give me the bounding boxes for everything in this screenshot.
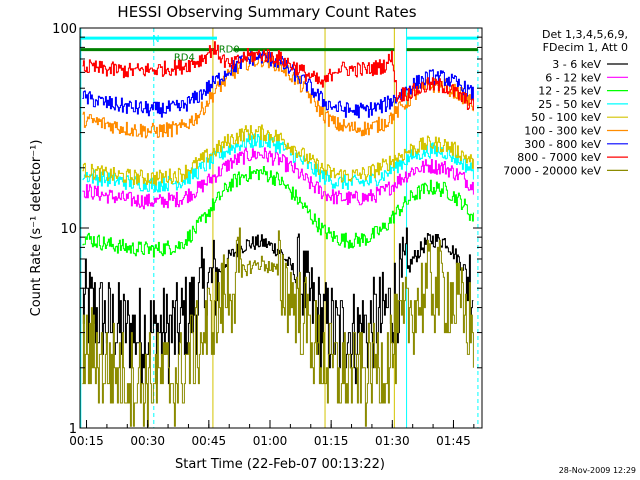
- legend-label-4: 50 - 100 keV: [531, 111, 601, 124]
- series-line-7: [82, 41, 474, 110]
- legend-label-0: 3 - 6 keV: [552, 58, 601, 71]
- x-axis-label: Start Time (22-Feb-07 00:13:22): [175, 457, 385, 472]
- annotation-0: N: [152, 34, 159, 45]
- x-tick-label-1: 00:30: [130, 434, 165, 448]
- series-8: [82, 227, 474, 427]
- series-line-8: [82, 227, 474, 427]
- timestamp-label: 28-Nov-2009 12:29: [559, 466, 636, 475]
- series-1: [82, 147, 474, 210]
- series-7: [82, 41, 474, 110]
- legend-label-1: 6 - 12 keV: [545, 71, 601, 84]
- legend-title-line-1: FDecim 1, Att 0: [543, 41, 628, 54]
- legend-title-line-0: Det 1,3,4,5,6,9,: [542, 28, 628, 41]
- legend-label-7: 800 - 7000 keV: [517, 151, 601, 164]
- data-series: [82, 41, 474, 427]
- y-tick-label-1: 10: [60, 222, 77, 237]
- y-axis-label: Count Rate (s⁻¹ detector⁻¹): [29, 140, 44, 317]
- series-2: [82, 166, 474, 258]
- annotation-2: RD4: [174, 53, 195, 64]
- x-tick-label-5: 01:30: [375, 434, 410, 448]
- chart-title: HESSI Observing Summary Count Rates: [117, 3, 416, 21]
- series-line-1: [82, 147, 474, 210]
- plot-area: N RD0 RD4: [79, 27, 483, 429]
- x-tick-label-6: 01:45: [436, 434, 471, 448]
- x-tick-label-3: 01:00: [253, 434, 288, 448]
- x-axis: 00:15 00:30 00:45 01:00 01:15 01:30 01:45: [69, 420, 475, 448]
- series-line-2: [82, 166, 474, 258]
- legend-label-5: 100 - 300 keV: [524, 125, 601, 138]
- x-tick-label-0: 00:15: [69, 434, 104, 448]
- y-tick-label-2: 100: [52, 22, 77, 37]
- legend: Det 1,3,4,5,6,9,FDecim 1, Att 0 3 - 6 keV…: [503, 28, 628, 177]
- x-tick-label-2: 00:45: [192, 434, 227, 448]
- annotations: N RD0 RD4: [152, 34, 240, 63]
- series-line-4: [82, 124, 474, 186]
- legend-label-3: 25 - 50 keV: [538, 98, 601, 111]
- y-axis: 1 10 100: [52, 22, 482, 437]
- x-tick-label-4: 01:15: [314, 434, 349, 448]
- legend-label-2: 12 - 25 keV: [538, 85, 601, 98]
- y-tick-label-0: 1: [69, 422, 77, 437]
- state-bars: [80, 36, 478, 52]
- legend-label-6: 300 - 800 keV: [524, 138, 601, 151]
- annotation-1: RD0: [219, 44, 240, 55]
- series-4: [82, 124, 474, 186]
- legend-label-8: 7000 - 20000 keV: [503, 164, 601, 177]
